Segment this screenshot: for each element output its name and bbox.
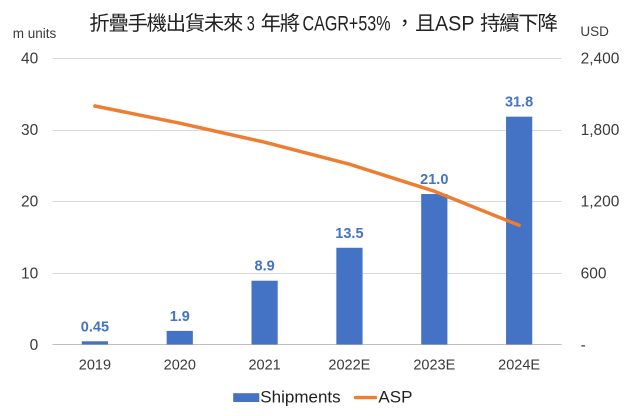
svg-text:2021: 2021 (248, 358, 280, 374)
svg-text:2020: 2020 (164, 358, 196, 374)
svg-text:1,200: 1,200 (581, 194, 620, 211)
svg-text:m units: m units (13, 26, 57, 41)
svg-text:30: 30 (21, 122, 39, 139)
svg-text:CAGR+53%: CAGR+53% (303, 12, 391, 36)
svg-text:21.0: 21.0 (420, 172, 448, 188)
svg-text:1,800: 1,800 (581, 122, 620, 139)
svg-text:1.9: 1.9 (170, 309, 190, 325)
svg-text:0.45: 0.45 (81, 319, 109, 335)
svg-text:2024E: 2024E (498, 358, 540, 374)
svg-text:2023E: 2023E (413, 358, 455, 374)
svg-text:ASP: ASP (435, 12, 475, 36)
svg-text:10: 10 (21, 265, 39, 282)
svg-text:0: 0 (30, 337, 39, 354)
svg-text:Shipments: Shipments (260, 387, 340, 406)
svg-text:-: - (581, 337, 586, 354)
svg-text:USD: USD (580, 24, 609, 39)
svg-text:13.5: 13.5 (335, 226, 363, 242)
svg-text:ASP: ASP (378, 387, 412, 406)
svg-text:31.8: 31.8 (505, 95, 533, 111)
svg-text:2019: 2019 (79, 358, 111, 374)
svg-text:2,400: 2,400 (581, 50, 620, 67)
svg-text:600: 600 (581, 265, 607, 282)
svg-text:2022E: 2022E (328, 358, 370, 374)
svg-text:20: 20 (21, 194, 39, 211)
svg-text:3: 3 (247, 12, 255, 36)
svg-text:8.9: 8.9 (255, 259, 275, 275)
svg-text:40: 40 (21, 50, 39, 67)
